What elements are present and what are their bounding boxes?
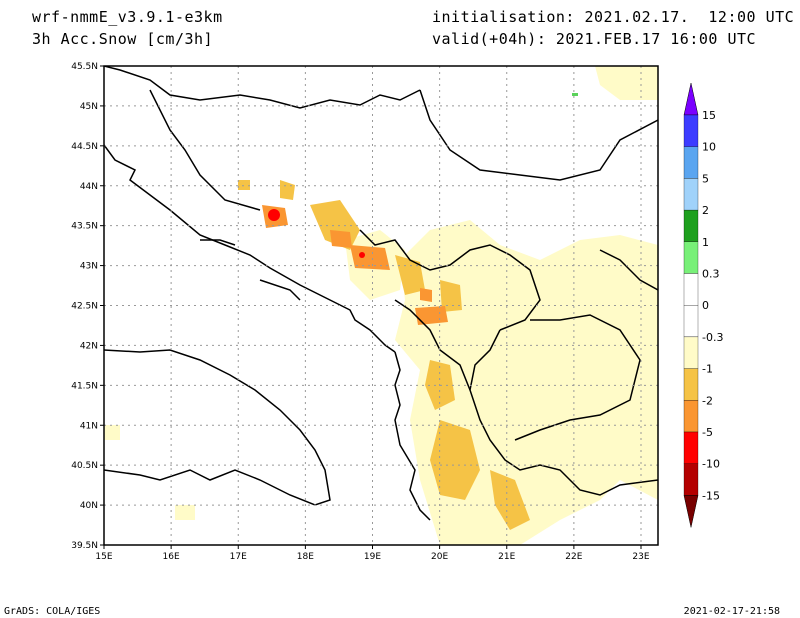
colorbar-label: 15 bbox=[702, 109, 716, 122]
colorbar-label: 2 bbox=[702, 204, 709, 217]
lat-label: 40N bbox=[80, 501, 98, 511]
init-time: initialisation: 2021.02.17. 12:00 UTC bbox=[432, 8, 795, 26]
colorbar-bottom-arrow bbox=[683, 495, 699, 528]
lat-label: 43N bbox=[80, 262, 98, 272]
lon-label: 19E bbox=[364, 552, 381, 562]
colorbar-swatch bbox=[683, 209, 699, 242]
coastlines-borders bbox=[104, 66, 658, 521]
model-title: wrf-nmmE_v3.9.1-e3km bbox=[32, 8, 223, 26]
colorbar-label: -2 bbox=[702, 394, 713, 407]
graticule bbox=[104, 66, 658, 545]
colorbar-label: -1 bbox=[702, 363, 713, 376]
lat-label: 39.5N bbox=[71, 541, 98, 551]
colorbar: 15 10 5 2 1 0.3 0 -0.3 -1 -2 -5 -10 -15 bbox=[683, 82, 723, 528]
colorbar-swatch bbox=[683, 336, 699, 369]
lat-label: 41.5N bbox=[71, 381, 98, 391]
footer-timestamp: 2021-02-17-21:58 bbox=[683, 606, 780, 617]
lat-label: 44N bbox=[80, 182, 98, 192]
colorbar-swatch bbox=[683, 273, 699, 306]
colorbar-label: 5 bbox=[702, 172, 709, 185]
colorbar-label: 10 bbox=[702, 141, 716, 154]
lon-label: 15E bbox=[95, 552, 112, 562]
lon-label: 17E bbox=[230, 552, 247, 562]
longitude-labels: 15E 16E 17E 18E 19E 20E 21E 22E 23E bbox=[95, 545, 650, 562]
colorbar-label: 1 bbox=[702, 236, 709, 249]
lat-label: 43.5N bbox=[71, 222, 98, 232]
colorbar-swatch bbox=[683, 368, 699, 401]
colorbar-label: -10 bbox=[702, 458, 720, 471]
lat-label: 42N bbox=[80, 341, 98, 351]
lat-label: 45.5N bbox=[71, 62, 98, 72]
colorbar-swatch bbox=[683, 463, 699, 496]
lon-label: 20E bbox=[431, 552, 448, 562]
colorbar-top-arrow bbox=[683, 82, 699, 116]
colorbar-label: 0.3 bbox=[702, 268, 720, 281]
colorbar-swatch bbox=[683, 146, 699, 179]
colorbar-label: 0 bbox=[702, 299, 709, 312]
lon-label: 22E bbox=[565, 552, 582, 562]
lat-label: 41N bbox=[80, 421, 98, 431]
colorbar-swatch bbox=[683, 178, 699, 211]
lat-label: 45N bbox=[80, 102, 98, 112]
valid-time: valid(+04h): 2021.FEB.17 16:00 UTC bbox=[432, 30, 757, 48]
lat-label: 40.5N bbox=[71, 461, 98, 471]
lon-label: 16E bbox=[163, 552, 180, 562]
lon-label: 21E bbox=[498, 552, 515, 562]
field-title: 3h Acc.Snow [cm/3h] bbox=[32, 30, 214, 48]
lon-label: 23E bbox=[632, 552, 649, 562]
colorbar-label: -5 bbox=[702, 426, 713, 439]
snow-field bbox=[104, 66, 658, 545]
footer-credit: GrADS: COLA/IGES bbox=[4, 606, 101, 617]
colorbar-swatch bbox=[683, 400, 699, 433]
latitude-labels: 45.5N 45N 44.5N 44N 43.5N 43N 42.5N 42N 41.5N 41N… bbox=[71, 62, 104, 551]
lon-label: 18E bbox=[297, 552, 314, 562]
colorbar-label: -0.3 bbox=[702, 331, 723, 344]
lat-label: 44.5N bbox=[71, 142, 98, 152]
colorbar-swatch bbox=[683, 431, 699, 464]
colorbar-label: -15 bbox=[702, 489, 720, 502]
lat-label: 42.5N bbox=[71, 302, 98, 312]
colorbar-swatch bbox=[683, 305, 699, 338]
colorbar-swatch bbox=[683, 114, 699, 147]
colorbar-swatch bbox=[683, 241, 699, 274]
